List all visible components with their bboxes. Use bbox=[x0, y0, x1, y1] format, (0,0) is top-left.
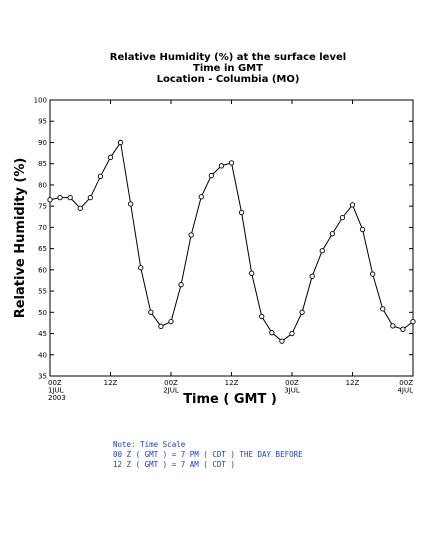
y-tick-label: 35 bbox=[38, 373, 47, 381]
data-point bbox=[198, 194, 204, 200]
data-point bbox=[299, 309, 305, 315]
x-tick-label: 1JUL bbox=[48, 387, 64, 395]
x-tick-label: 00Z bbox=[285, 379, 299, 387]
y-axis-ticks: 35 40 45 50 55 60 65 70 75 80 85 90 95 100 bbox=[34, 97, 413, 381]
data-point bbox=[218, 163, 225, 169]
x-tick-label: 12Z bbox=[225, 379, 239, 387]
y-tick-label: 70 bbox=[38, 224, 47, 232]
y-tick-label: 45 bbox=[38, 330, 47, 338]
note-line-3: 12 Z ( GMT ) = 7 AM ( CDT ) bbox=[113, 460, 235, 469]
y-axis-label: Relative Humidity (%) bbox=[13, 158, 28, 319]
data-point bbox=[279, 338, 285, 344]
data-point bbox=[158, 323, 164, 329]
x-tick-label: 2003 bbox=[48, 394, 66, 402]
y-tick-label: 50 bbox=[38, 309, 47, 317]
humidity-series bbox=[47, 139, 416, 344]
y-tick-label: 65 bbox=[38, 245, 47, 253]
y-tick-label: 95 bbox=[38, 118, 47, 126]
data-point bbox=[238, 209, 245, 216]
data-point bbox=[228, 160, 235, 166]
data-point bbox=[289, 330, 295, 337]
y-tick-label: 90 bbox=[38, 139, 47, 147]
data-point bbox=[259, 313, 265, 320]
x-tick-label: 00Z bbox=[48, 379, 62, 387]
series-line bbox=[49, 141, 414, 342]
chart-title: Relative Humidity (%) at the surface lev… bbox=[110, 52, 346, 63]
data-point bbox=[359, 226, 366, 233]
time-scale-note: Note: Time Scale 00 Z ( GMT ) = 7 PM ( C… bbox=[113, 440, 303, 469]
x-tick-label: 3JUL bbox=[284, 387, 300, 395]
data-point bbox=[57, 195, 63, 201]
data-point bbox=[67, 195, 73, 201]
data-point bbox=[269, 330, 275, 336]
data-point bbox=[249, 270, 255, 276]
x-tick-label: 00Z bbox=[164, 379, 178, 387]
data-point bbox=[188, 232, 194, 238]
data-point bbox=[380, 306, 386, 312]
chart-title-block: Relative Humidity (%) at the surface lev… bbox=[110, 52, 346, 85]
note-line-2: 00 Z ( GMT ) = 7 PM ( CDT ) THE DAY BEFO… bbox=[113, 450, 303, 459]
data-point bbox=[329, 231, 335, 237]
data-point bbox=[178, 282, 184, 288]
data-point bbox=[138, 265, 144, 271]
data-point bbox=[370, 271, 376, 277]
x-axis-label: Time ( GMT ) bbox=[183, 392, 277, 407]
data-point bbox=[208, 172, 214, 179]
data-point bbox=[77, 205, 83, 211]
y-tick-label: 40 bbox=[38, 351, 47, 359]
data-point bbox=[349, 202, 356, 208]
x-tick-label: 2JUL bbox=[163, 387, 179, 395]
data-point bbox=[148, 309, 154, 315]
data-point bbox=[309, 273, 315, 279]
data-point bbox=[117, 139, 124, 146]
plot-area-frame bbox=[49, 99, 414, 377]
x-tick-label: 12Z bbox=[346, 379, 360, 387]
data-point bbox=[47, 197, 53, 203]
data-point bbox=[390, 323, 396, 329]
data-point bbox=[400, 326, 406, 332]
y-tick-label: 60 bbox=[38, 266, 47, 274]
y-tick-label: 75 bbox=[38, 203, 47, 211]
data-point bbox=[410, 318, 416, 325]
chart-subtitle-time: Time in GMT bbox=[193, 63, 263, 74]
y-tick-label: 100 bbox=[34, 97, 47, 105]
y-tick-label: 80 bbox=[38, 181, 47, 189]
y-tick-label: 55 bbox=[38, 288, 47, 296]
x-tick-label: 00Z bbox=[399, 379, 413, 387]
data-point bbox=[97, 173, 104, 180]
x-tick-label: 12Z bbox=[104, 379, 118, 387]
chart-subtitle-location: Location - Columbia (MO) bbox=[157, 74, 300, 85]
data-point bbox=[128, 201, 134, 207]
y-tick-label: 85 bbox=[38, 160, 47, 168]
data-point bbox=[339, 214, 346, 221]
data-point bbox=[87, 195, 93, 201]
data-point bbox=[319, 248, 325, 254]
x-tick-label: 4JUL bbox=[397, 387, 413, 395]
data-point bbox=[107, 154, 114, 160]
data-point bbox=[168, 318, 174, 325]
note-line-1: Note: Time Scale bbox=[113, 440, 186, 449]
